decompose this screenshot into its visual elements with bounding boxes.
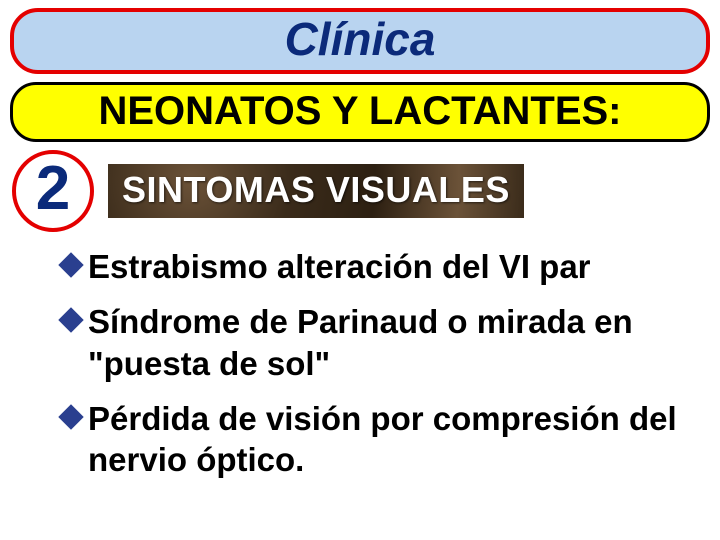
- diamond-icon: [58, 252, 83, 277]
- section-label-box: SINTOMAS VISUALES: [108, 164, 524, 218]
- bullet-text: Síndrome de Parinaud o mirada en "puesta…: [88, 301, 690, 384]
- slide-subtitle: NEONATOS Y LACTANTES:: [98, 89, 621, 133]
- section-number: 2: [36, 158, 70, 220]
- section-label: SINTOMAS VISUALES: [122, 172, 510, 208]
- slide-title: Clínica: [285, 13, 436, 65]
- section-header-row: 2 SINTOMAS VISUALES: [10, 150, 710, 232]
- diamond-icon: [58, 404, 83, 429]
- list-item: Pérdida de visión por compresión del ner…: [62, 398, 690, 481]
- list-item: Estrabismo alteración del VI par: [62, 246, 690, 287]
- title-box: Clínica: [10, 8, 710, 74]
- diamond-icon: [58, 308, 83, 333]
- bullet-list: Estrabismo alteración del VI par Síndrom…: [10, 238, 710, 480]
- section-number-badge: 2: [12, 150, 94, 232]
- subtitle-box: NEONATOS Y LACTANTES:: [10, 82, 710, 142]
- bullet-text: Pérdida de visión por compresión del ner…: [88, 398, 690, 481]
- bullet-text: Estrabismo alteración del VI par: [88, 246, 591, 287]
- list-item: Síndrome de Parinaud o mirada en "puesta…: [62, 301, 690, 384]
